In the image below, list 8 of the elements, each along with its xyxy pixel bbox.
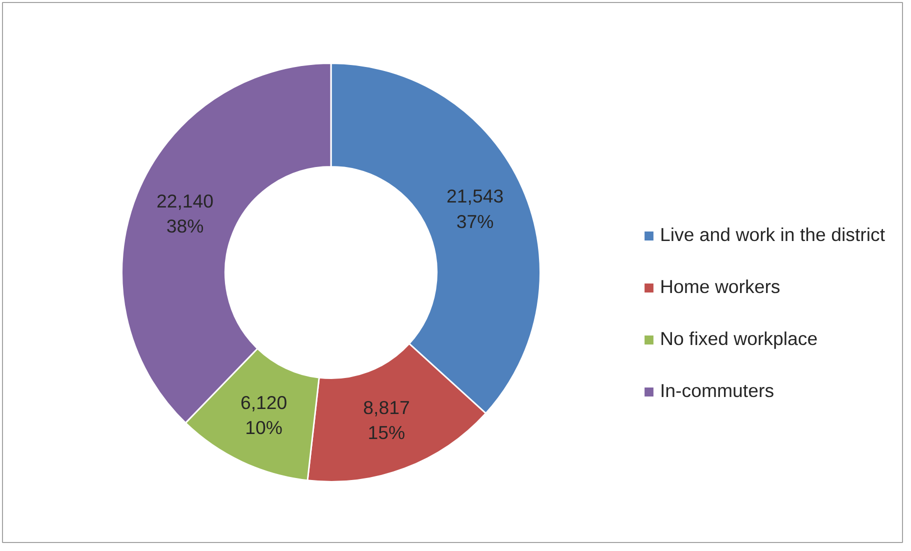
legend-label: Live and work in the district xyxy=(660,224,886,246)
data-label: 6,120 10% xyxy=(240,392,288,438)
data-label: 21,543 37% xyxy=(446,186,504,232)
data-label: 22,140 38% xyxy=(156,190,214,237)
legend-label: Home workers xyxy=(660,276,780,298)
legend-label: No fixed workplace xyxy=(660,328,818,350)
data-label: 8,817 15% xyxy=(363,396,410,444)
legend-label: In-commuters xyxy=(660,380,774,402)
